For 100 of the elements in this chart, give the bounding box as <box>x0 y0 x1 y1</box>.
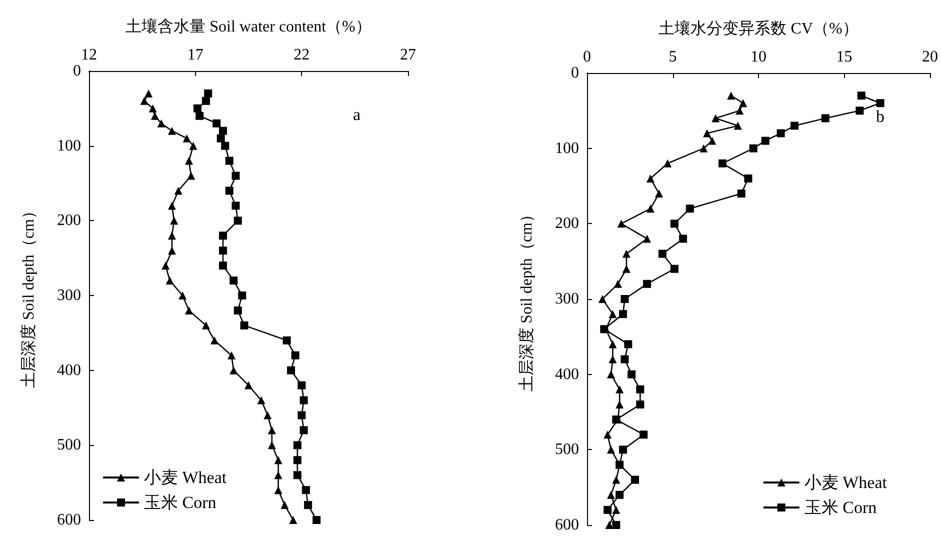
point <box>202 321 210 330</box>
point <box>293 471 302 480</box>
point <box>216 134 225 142</box>
legend-label: 小麦 Wheat <box>144 468 227 487</box>
y-axis-title: 土层深度 Soil depth（cm） <box>20 203 38 388</box>
point <box>178 292 187 300</box>
point <box>605 521 614 529</box>
point <box>193 104 202 112</box>
point <box>232 172 240 180</box>
point <box>790 122 799 130</box>
point <box>876 99 884 108</box>
point <box>619 446 628 454</box>
point <box>821 114 830 122</box>
x-tick-label: 15 <box>836 48 852 66</box>
y-tick-label: 200 <box>555 215 579 232</box>
point <box>212 119 221 128</box>
point <box>168 246 176 255</box>
point <box>170 216 178 225</box>
point <box>268 441 276 450</box>
point <box>304 501 312 510</box>
x-axis-title: 土壤水分变异系数 CV（%） <box>658 20 858 38</box>
y-axis-title: 土层深度 Soil depth（cm） <box>518 206 536 392</box>
point <box>749 144 758 152</box>
point <box>202 96 210 105</box>
point <box>144 89 153 98</box>
point <box>619 310 628 318</box>
x-tick-label: 17 <box>187 46 204 64</box>
point <box>287 366 296 374</box>
x-tick-label: 20 <box>922 48 938 66</box>
point <box>240 321 248 330</box>
point <box>218 246 227 255</box>
point <box>856 106 864 115</box>
point <box>148 104 157 112</box>
point <box>712 114 720 122</box>
point <box>244 381 252 390</box>
point <box>616 385 624 394</box>
y-tick-label: 0 <box>571 64 579 82</box>
y-tick-label: 600 <box>57 512 81 528</box>
x-tick-label: 12 <box>81 46 97 64</box>
point <box>655 190 664 198</box>
point <box>607 446 616 454</box>
point <box>607 490 616 499</box>
point <box>604 430 612 439</box>
point <box>734 122 742 130</box>
x-tick-label: 27 <box>400 46 416 64</box>
y-tick-label: 500 <box>555 441 579 458</box>
y-tick-label: 200 <box>57 212 81 230</box>
point <box>612 476 620 484</box>
point <box>291 351 300 360</box>
point <box>230 366 238 374</box>
x-axis-title: 土壤含水量 Soil water content（%） <box>126 18 372 36</box>
point <box>739 99 748 108</box>
point <box>218 232 227 240</box>
x-tick-label: 22 <box>294 46 310 64</box>
point <box>643 280 652 288</box>
annotation: a <box>353 105 361 124</box>
point <box>617 220 626 228</box>
point <box>614 280 622 288</box>
y-tick-label: 100 <box>555 140 579 157</box>
point <box>622 250 630 258</box>
point <box>264 411 272 420</box>
point <box>293 441 302 450</box>
x-tick-label: 10 <box>750 48 766 66</box>
point <box>640 430 648 439</box>
point <box>204 89 212 98</box>
point <box>298 381 306 390</box>
point <box>196 112 204 120</box>
y-tick-label: 300 <box>57 287 81 304</box>
point <box>140 96 148 105</box>
point <box>218 126 227 135</box>
point <box>218 262 227 270</box>
point <box>700 144 708 152</box>
y-tick-label: 300 <box>555 290 579 308</box>
point <box>631 476 640 484</box>
point <box>274 471 282 480</box>
point <box>257 396 266 404</box>
point <box>210 336 218 344</box>
point <box>289 516 298 524</box>
point <box>168 202 176 210</box>
point <box>182 134 191 142</box>
y-tick-label: 400 <box>57 362 81 379</box>
point <box>300 426 308 434</box>
point <box>608 310 617 318</box>
point <box>744 174 752 182</box>
point <box>776 129 785 138</box>
point <box>280 501 289 510</box>
point <box>174 186 182 195</box>
point <box>238 292 246 300</box>
point <box>658 250 666 258</box>
point <box>189 142 198 150</box>
point <box>727 92 736 100</box>
point <box>232 202 240 210</box>
point <box>620 355 629 364</box>
point <box>646 174 654 182</box>
point <box>293 456 302 464</box>
point <box>221 142 230 150</box>
y-tick-label: 400 <box>555 366 579 383</box>
point <box>737 190 746 198</box>
annotation: b <box>876 107 884 126</box>
point <box>274 486 282 494</box>
